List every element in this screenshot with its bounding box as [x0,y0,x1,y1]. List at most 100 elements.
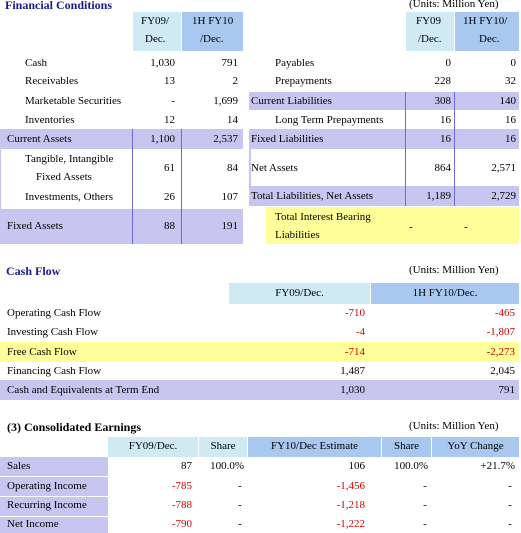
ce-value: -788 [171,499,192,511]
fc-left-header-1hfy10: 1H FY10 /Dec. [182,12,243,51]
ce-yoy: - [508,518,512,530]
fc-value: 32 [505,75,516,87]
ce-header-yoy: YoY Change [432,437,519,457]
current-assets-row-bg [0,129,243,149]
cf-value: -4 [355,326,365,338]
ce-header-fy10-estimate: FY10/Dec Estimate [248,437,381,457]
fc-value: - [409,221,413,233]
ce-value: -785 [171,480,192,492]
fc-value: 0 [445,57,452,69]
cf-value: 1,487 [340,365,365,377]
fc-value: 14 [227,114,238,126]
cf-units: (Units: Million Yen) [409,264,499,276]
cf-value: -465 [494,307,515,319]
ce-value: 106 [348,460,366,472]
fc-value: 308 [434,95,452,107]
cf-row-label: Investing Cash Flow [7,326,99,338]
ce-value: -1,222 [336,518,365,530]
fc-value: 61 [164,162,175,174]
fixed-liabilities-row-bg [249,129,519,149]
cash-flow-title: Cash Flow [6,264,61,278]
fc-value: 16 [505,114,516,126]
fc-value: 2,537 [213,133,238,145]
fc-value: 16 [440,133,451,145]
fc-row-label: Cash [25,57,47,69]
fc-row-label: Investments, Others [25,191,113,203]
fc-value: 791 [221,57,239,69]
cf-row-label: Cash and Equivalents at Term End [7,384,160,396]
cf-row-label: Financing Cash Flow [7,365,102,377]
fc-row-label: Marketable Securities [25,95,122,107]
fc-row-label: Receivables [25,75,79,87]
fc-row-label-line2: Fixed Assets [36,171,92,183]
fc-value: 2,571 [491,162,516,174]
cf-value: 791 [498,384,516,396]
ce-row-label: Sales [7,460,31,472]
fc-row-label: Current Assets [7,133,72,145]
fc-row-label: Inventories [25,114,75,126]
ce-row-label: Operating Income [7,480,87,492]
ce-share: - [238,499,242,511]
fc-row-label: Tangible, Intangible [25,153,114,165]
cf-value: 1,030 [340,384,365,396]
current-liabilities-row-bg [249,92,519,110]
fc-row-label: Current Liabilities [251,95,332,107]
free-cash-flow-row-bg [0,342,519,362]
ce-header-share1: Share [199,437,247,457]
fc-value: - [464,221,468,233]
ce-value: -1,456 [336,480,365,492]
fc-value: 864 [434,162,452,174]
ce-share: - [423,480,427,492]
fc-value: 191 [221,220,239,232]
fc-row-label-line2: Liabilities [275,229,320,241]
cf-header-1hfy10: 1H FY10/Dec. [371,283,519,304]
ce-value: 87 [181,460,192,472]
cf-value: -2,273 [486,346,515,358]
ce-share: - [423,518,427,530]
fc-value: 0 [510,57,517,69]
financial-conditions-title: Financial Conditions [5,0,113,12]
fc-value: 107 [221,191,239,203]
cf-value: -710 [344,307,365,319]
cf-value: -714 [344,346,365,358]
fc-value: 16 [505,133,516,145]
fc-value: 228 [434,75,452,87]
ce-share: 100.0% [394,460,428,472]
cf-row-label: Free Cash Flow [7,346,77,358]
fc-value: 26 [164,191,175,203]
fc-right-header-fy09: FY09 /Dec. [406,12,454,51]
ce-yoy: +21.7% [480,460,515,472]
ce-row-label: Net Income [7,518,59,530]
fc-row-label: Payables [275,57,315,69]
fc-row-label: Prepayments [275,75,332,87]
ce-yoy: - [508,499,512,511]
fc-row-label: Total Interest Bearing [275,211,371,223]
fc-row-label: Total Liabilities, Net Assets [251,190,374,202]
fc-row-label: Long Term Prepayments [275,114,384,126]
fc-left-header-fy09: FY09/ Dec. [133,12,181,51]
ce-share: - [423,499,427,511]
ce-header-share2: Share [382,437,431,457]
fc-value: 2 [232,75,239,87]
fc-row-label: Fixed Assets [7,220,63,232]
fc-value: 13 [164,75,175,87]
consolidated-earnings-title: (3) Consolidated Earnings [7,420,142,434]
fc-value: 1,100 [150,133,175,145]
ce-value: -790 [171,518,192,530]
total-liabilities-row-bg [249,186,519,206]
ce-yoy: - [508,480,512,492]
fc-value: 84 [227,162,238,174]
fc-row-label: Net Assets [251,162,298,174]
fc-value: 140 [499,95,517,107]
ce-header-fy09: FY09/Dec. [108,437,198,457]
cf-value: 2,045 [490,365,515,377]
cf-value: -1,807 [486,326,515,338]
fc-value: 2,729 [491,190,516,202]
ce-row-label: Recurring Income [7,499,87,511]
cf-row-label: Operating Cash Flow [7,307,102,319]
fixed-assets-row-bg [0,209,243,244]
fc-value: 1,030 [150,57,175,69]
fc-value: 16 [440,114,451,126]
ce-units: (Units: Million Yen) [409,420,499,432]
fc-value: 1,189 [426,190,451,202]
